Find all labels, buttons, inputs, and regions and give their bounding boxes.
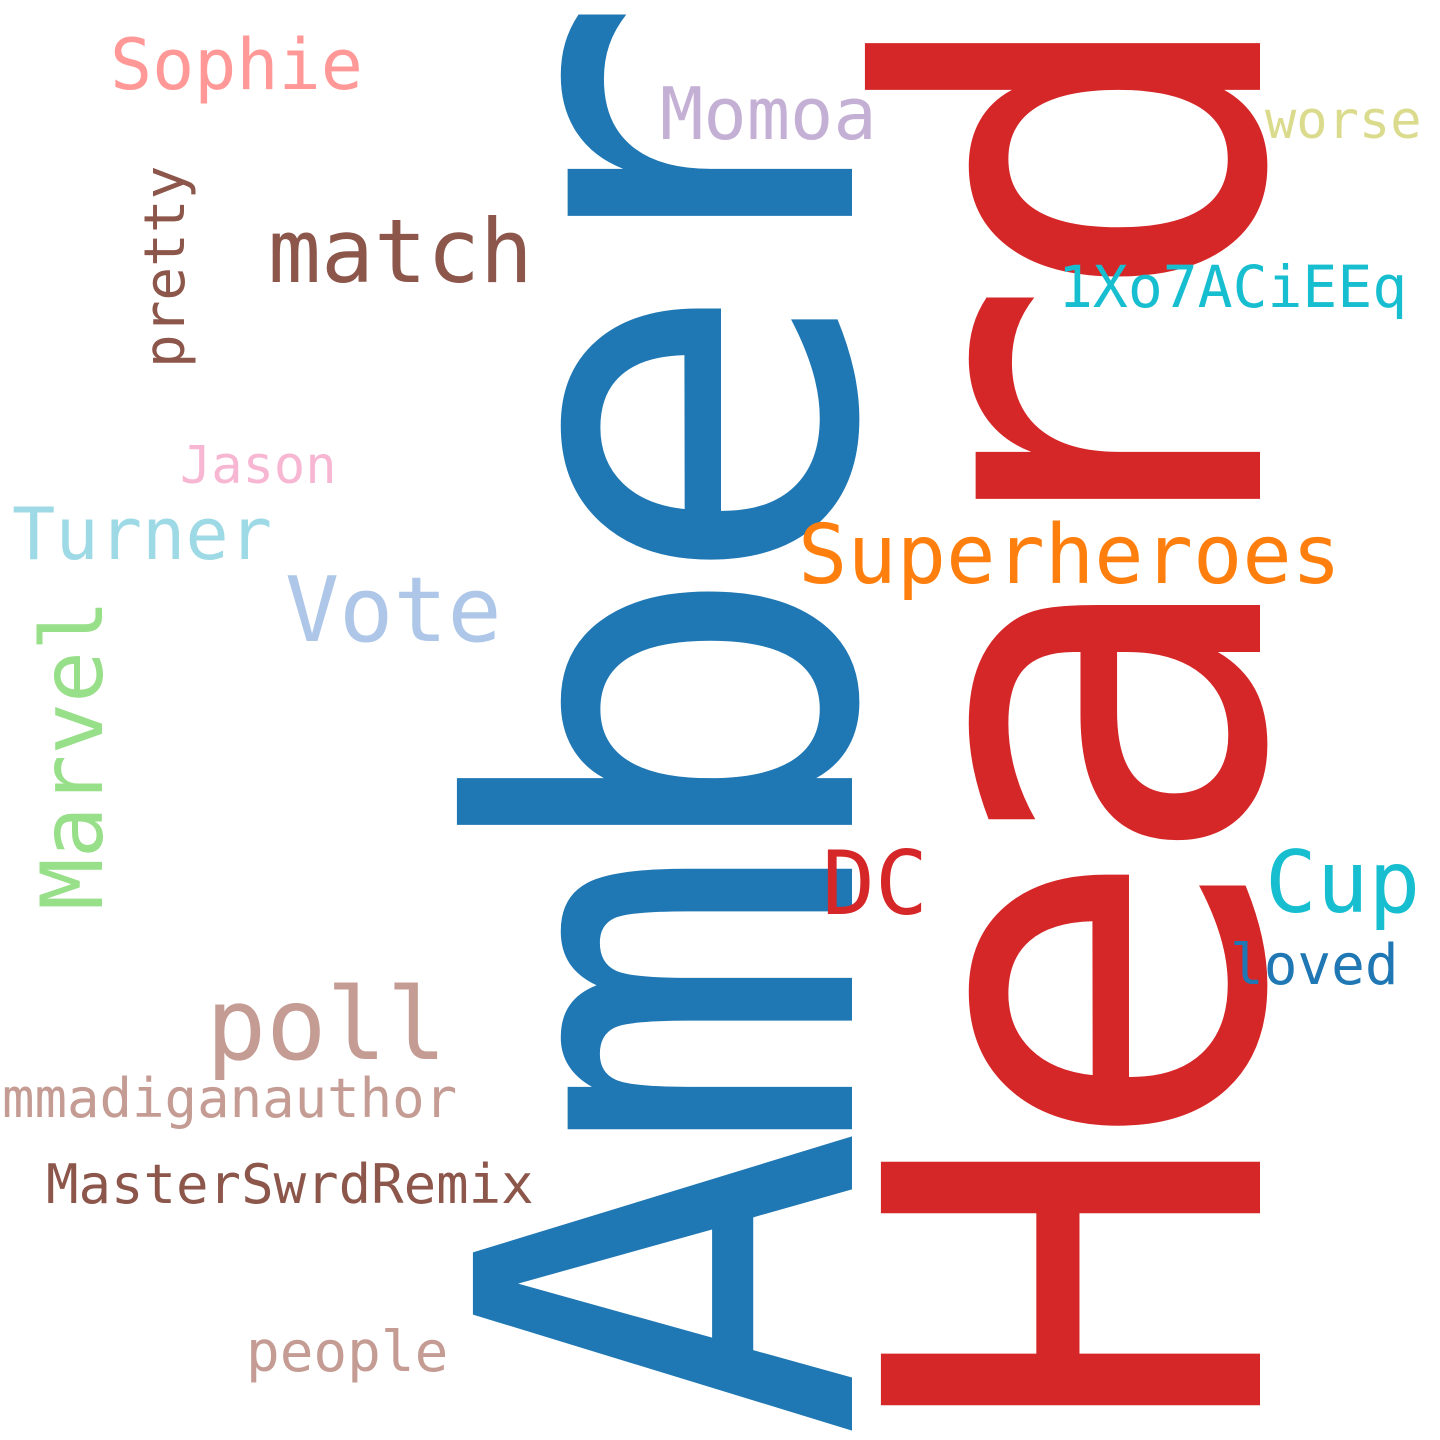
word-code: 1Xo7ACiEEq (1058, 253, 1408, 321)
word-masterswrdremix: MasterSwrdRemix (46, 1153, 534, 1216)
word-pretty: pretty (133, 165, 198, 368)
word-dc: DC (822, 832, 928, 935)
word-heard: Heard (777, 24, 1383, 1440)
word-turner: Turner (12, 492, 273, 576)
word-jason: Jason (180, 436, 337, 496)
word-mmadiganauthor: mmadiganauthor (2, 1067, 458, 1130)
word-vote: Vote (285, 558, 502, 663)
word-cup: Cup (1265, 833, 1421, 933)
word-worse: worse (1265, 91, 1422, 151)
word-sophie: Sophie (110, 24, 363, 106)
word-marvel: Marvel (23, 599, 123, 910)
word-loved: loved (1230, 933, 1399, 998)
word-match: match (268, 200, 533, 303)
word-momoa: Momoa (660, 72, 877, 156)
word-people: people (246, 1320, 449, 1385)
word-superheroes: Superheroes (798, 508, 1342, 603)
word-poll: poll (206, 966, 447, 1083)
